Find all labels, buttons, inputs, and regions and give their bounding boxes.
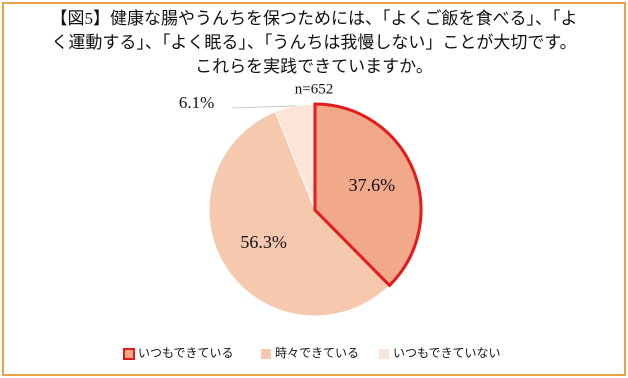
pie-slice <box>313 102 423 288</box>
legend-label: いつもできていない <box>393 346 501 360</box>
legend-label: 時々できている <box>275 346 359 360</box>
data-label: 37.6% <box>349 175 396 195</box>
pie-slice <box>208 111 391 317</box>
data-label: 56.3% <box>240 232 287 252</box>
leader-line <box>232 105 295 109</box>
legend-swatch <box>123 348 135 360</box>
legend-label: いつもできている <box>138 346 234 360</box>
chart-title: く運動する」、「よく眠る」、「うんちは我慢しない」ことが大切です。 <box>51 32 576 52</box>
legend-swatch <box>379 349 389 359</box>
chart-title: 【図5】健康な腸やうんちを保つためには、「よくご飯を食べる」、「よ <box>51 9 578 28</box>
subtitle: n=652 <box>295 81 333 97</box>
chart-title: これらを実践できていますか。 <box>195 57 433 76</box>
legend-swatch <box>261 349 271 359</box>
data-label: 6.1% <box>179 93 214 112</box>
